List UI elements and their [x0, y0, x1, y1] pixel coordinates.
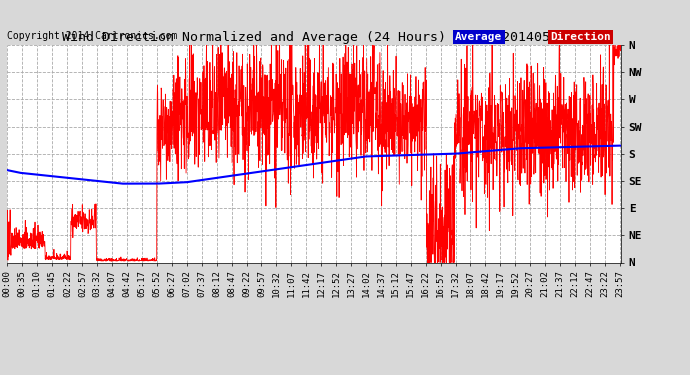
Title: Wind Direction Normalized and Average (24 Hours) (New) 20140508: Wind Direction Normalized and Average (2…: [62, 31, 566, 44]
Text: Direction: Direction: [551, 32, 611, 42]
Text: Average: Average: [455, 32, 502, 42]
Text: Copyright 2014 Cartronics.com: Copyright 2014 Cartronics.com: [7, 31, 177, 40]
